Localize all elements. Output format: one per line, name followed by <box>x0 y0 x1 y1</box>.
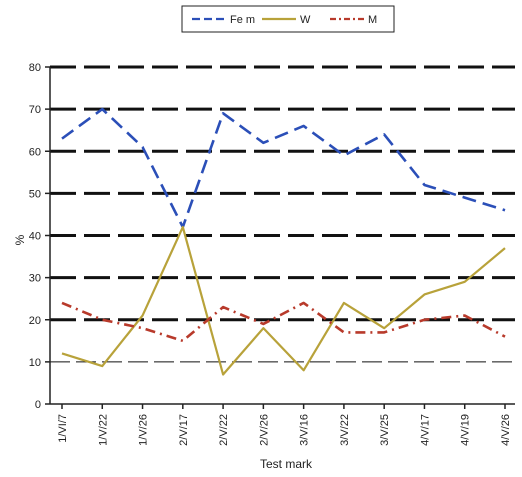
legend: Fe m W M <box>192 14 377 26</box>
y-tick-labels: 0 10 20 30 40 50 60 70 80 <box>29 62 41 411</box>
y-tick-label-20: 20 <box>29 315 41 327</box>
y-tick-label-30: 30 <box>29 273 41 285</box>
gridlines <box>50 65 515 363</box>
x-tick-label-8: 3/V/25 <box>379 414 391 446</box>
y-tick-label-60: 60 <box>29 146 41 158</box>
series-lines <box>61 107 506 376</box>
x-tick-label-11: 4/V/26 <box>500 414 512 446</box>
x-tick-label-7: 3/V/22 <box>339 414 351 446</box>
legend-label-2: M <box>368 14 377 26</box>
series-line-1 <box>61 225 506 376</box>
x-tick-label-0: 1/VI/7 <box>57 414 69 443</box>
x-tick-label-9: 4/V/17 <box>419 414 431 446</box>
x-axis-title: Test mark <box>260 457 313 471</box>
x-tick-label-3: 2/V/17 <box>178 414 190 446</box>
x-tick-label-10: 4/V/19 <box>460 414 472 446</box>
y-tick-label-0: 0 <box>35 399 41 411</box>
series-line-0 <box>61 107 506 229</box>
y-tick-label-80: 80 <box>29 62 41 74</box>
x-tick-label-1: 1/V/22 <box>97 414 109 446</box>
x-tick-labels: 1/VI/7 1/V/22 1/V/26 2/V/17 2/V/22 2/V/26 3/V/… <box>57 414 512 446</box>
y-tick-label-10: 10 <box>29 357 41 369</box>
legend-label-0: Fe m <box>230 14 255 26</box>
x-tick-label-4: 2/V/22 <box>218 414 230 446</box>
y-tick-label-70: 70 <box>29 104 41 116</box>
legend-label-1: W <box>300 14 311 26</box>
x-tick-label-5: 2/V/26 <box>258 414 270 446</box>
y-tick-label-50: 50 <box>29 188 41 200</box>
x-tick-label-6: 3/V/16 <box>299 414 311 446</box>
x-tick-label-2: 1/V/26 <box>138 414 150 446</box>
series-line-2 <box>61 301 506 343</box>
y-axis-title: % <box>13 234 27 245</box>
y-tick-label-40: 40 <box>29 231 41 243</box>
axes <box>45 66 515 409</box>
